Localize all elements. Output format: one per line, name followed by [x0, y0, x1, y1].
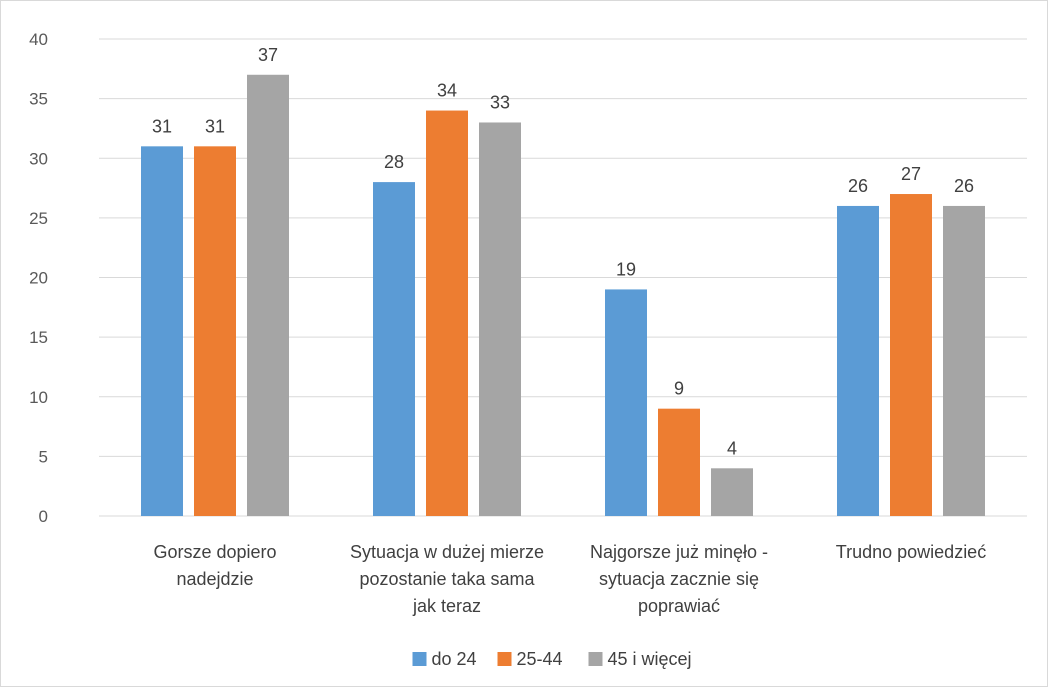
category-label: Gorsze dopiero [153, 542, 276, 562]
data-label: 31 [152, 116, 172, 136]
category-label: nadejdzie [176, 569, 253, 589]
x-axis-categories: Gorsze dopiero nadejdzie Sytuacja w dużej … [153, 542, 986, 616]
category-label: sytuacja zacznie się [599, 569, 759, 589]
category-label: Najgorsze już minęło - [590, 542, 768, 562]
data-label: 31 [205, 116, 225, 136]
bar [373, 182, 415, 516]
category-label: Sytuacja w dużej mierze [350, 542, 544, 562]
bar [479, 122, 521, 516]
bar [658, 408, 700, 516]
data-label: 19 [616, 259, 636, 279]
y-tick-label: 5 [39, 447, 48, 466]
legend-label[interactable]: 25-44 [517, 649, 563, 669]
category-label: poprawiać [638, 596, 720, 616]
data-label: 37 [258, 45, 278, 65]
y-tick-label: 25 [29, 209, 48, 228]
y-tick-label: 0 [39, 507, 48, 526]
bar [247, 74, 289, 517]
data-label: 26 [954, 176, 974, 196]
y-axis-ticks: 0 5 10 15 20 25 30 35 40 [29, 30, 48, 526]
bar [711, 468, 753, 516]
legend-swatch[interactable] [497, 652, 512, 666]
legend-swatch[interactable] [412, 652, 427, 666]
bar [890, 194, 932, 516]
bar [605, 289, 647, 516]
data-label: 34 [437, 81, 457, 101]
y-tick-label: 20 [29, 269, 48, 288]
y-tick-label: 35 [29, 90, 48, 109]
category-label: Trudno powiedzieć [836, 542, 986, 562]
y-tick-label: 30 [29, 149, 48, 168]
legend[interactable]: do 24 25-44 45 i więcej [412, 649, 692, 669]
legend-label[interactable]: do 24 [432, 649, 477, 669]
data-labels: 31 31 37 28 34 33 19 9 4 26 27 26 [152, 45, 974, 459]
data-label: 4 [727, 438, 737, 458]
data-label: 27 [901, 164, 921, 184]
data-label: 33 [490, 92, 510, 112]
bar [943, 205, 985, 516]
y-tick-label: 10 [29, 388, 48, 407]
data-label: 9 [674, 379, 684, 399]
legend-label[interactable]: 45 i więcej [608, 649, 692, 669]
data-label: 28 [384, 152, 404, 172]
y-tick-label: 15 [29, 328, 48, 347]
legend-swatch[interactable] [588, 652, 603, 666]
bar [426, 110, 468, 517]
bar [141, 146, 183, 516]
bars [141, 74, 985, 517]
data-label: 26 [848, 176, 868, 196]
bar [837, 205, 879, 516]
bar [194, 146, 236, 516]
y-tick-label: 40 [29, 30, 48, 49]
category-label: pozostanie taka sama [359, 569, 535, 589]
category-label: jak teraz [412, 596, 481, 616]
gridlines [99, 38, 1027, 517]
